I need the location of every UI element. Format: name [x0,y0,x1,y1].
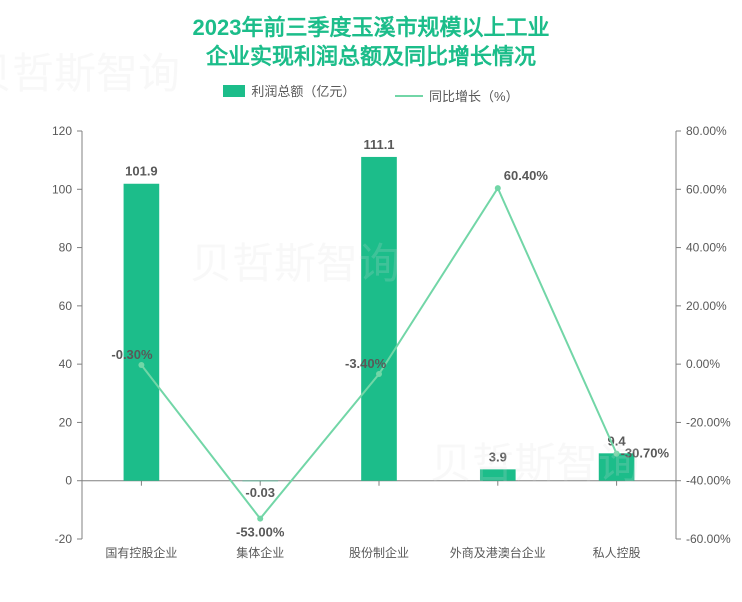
chart-legend: 利润总额（亿元） 同比增长（%） [0,81,742,105]
ytick-left-label: 80 [59,241,73,255]
ytick-left-label: 60 [59,299,73,313]
bar-value-label: -0.03 [245,485,275,500]
ytick-right-label: 0.00% [686,357,720,371]
ytick-right-label: -20.00% [686,416,731,430]
x-category-label: 集体企业 [236,545,284,560]
bar [242,481,278,482]
line-marker [138,362,144,368]
bar-value-label: 101.9 [125,164,158,179]
chart-title-line2: 企业实现利润总额及同比增长情况 [0,43,742,72]
bar [480,470,516,481]
ytick-right-label: 80.00% [686,124,727,138]
line-marker [614,451,620,457]
legend-line-swatch-icon [395,95,423,97]
chart-title-line1: 2023年前三季度玉溪市规模以上工业 [0,14,742,43]
chart-plot-area: -20 0 20 40 60 80 100 120 -60.00% -40.00% -20.00% 0… [0,105,742,587]
bar [361,157,397,481]
ytick-right-label: 20.00% [686,299,727,313]
legend-item-line: 同比增长（%） [395,86,519,105]
ytick-right-label: -60.00% [686,532,731,546]
bar-value-label: 3.9 [489,450,507,465]
legend-line-label: 同比增长（%） [429,86,519,105]
line-value-label: 60.40% [504,168,549,183]
x-category-label: 国有控股企业 [105,545,177,560]
bar [124,184,160,481]
line-marker [376,371,382,377]
x-category-label: 私人控股 [593,546,641,560]
ytick-left-label: 100 [52,182,72,196]
legend-bar-swatch-icon [223,85,245,97]
line-value-label: -3.40% [345,356,387,371]
ytick-right-label: -40.00% [686,474,731,488]
ytick-left-label: 40 [59,357,73,371]
ytick-right-label: 40.00% [686,241,727,255]
legend-bar-label: 利润总额（亿元） [251,81,355,100]
line-value-label: -0.30% [111,347,153,362]
bar-value-label: 111.1 [363,137,394,152]
line-marker [495,185,501,191]
ytick-right-label: 60.00% [686,182,727,196]
line-value-label: -53.00% [236,525,285,540]
ytick-left-label: 120 [52,124,72,138]
line-marker [257,516,263,522]
ytick-left-label: 0 [65,474,72,488]
ytick-left-label: 20 [59,416,73,430]
chart-svg: -20 0 20 40 60 80 100 120 -60.00% -40.00% -20.00% 0… [0,105,742,587]
x-category-label: 股份制企业 [349,545,409,560]
ytick-left-label: -20 [55,532,73,546]
legend-item-bar: 利润总额（亿元） [223,81,355,100]
line-value-label: -30.70% [621,446,670,461]
x-category-label: 外商及港澳台企业 [450,545,546,560]
chart-title: 2023年前三季度玉溪市规模以上工业 企业实现利润总额及同比增长情况 [0,0,742,71]
